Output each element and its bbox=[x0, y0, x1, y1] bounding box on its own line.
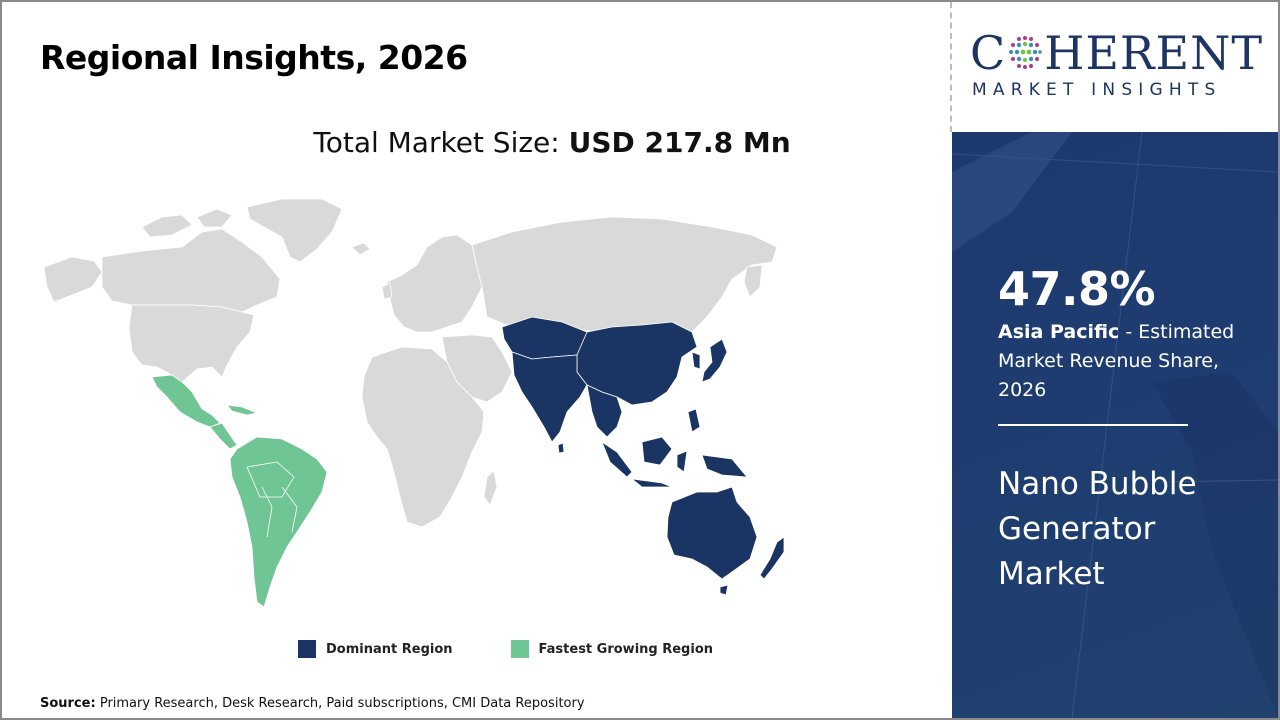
southeast-asia bbox=[586, 384, 623, 438]
south-america bbox=[229, 436, 328, 608]
sri-lanka bbox=[557, 442, 565, 454]
mexico bbox=[151, 374, 221, 428]
caribbean bbox=[226, 404, 259, 416]
dominant-swatch bbox=[298, 640, 316, 658]
share-description-text: - Estimated Market Revenue Share, 2026 bbox=[998, 321, 1235, 401]
panel-divider bbox=[998, 424, 1188, 426]
new-zealand bbox=[759, 536, 785, 580]
sumatra bbox=[601, 440, 633, 478]
australia bbox=[666, 486, 758, 580]
korea bbox=[691, 351, 701, 370]
legend-item-fastest-growing: Fastest Growing Region bbox=[510, 640, 714, 658]
europe bbox=[386, 234, 483, 333]
logo-wordmark: C HERENT bbox=[970, 26, 1264, 80]
fastest-growing-swatch bbox=[510, 640, 529, 658]
legend-label: Dominant Region bbox=[326, 641, 453, 657]
south-asia bbox=[511, 351, 588, 443]
legend-label: Fastest Growing Region bbox=[538, 641, 714, 657]
share-description: Asia Pacific - Estimated Market Revenue … bbox=[998, 318, 1248, 405]
share-percentage: 47.8% bbox=[998, 262, 1156, 316]
content-area: Regional Insights, 2026 Total Market Siz… bbox=[2, 2, 950, 718]
map-texture-decoration bbox=[952, 132, 1278, 718]
map-legend: Dominant Region Fastest Growing Region bbox=[298, 640, 713, 658]
philippines bbox=[687, 408, 701, 433]
africa bbox=[361, 346, 485, 528]
latin-america-region bbox=[151, 374, 328, 608]
world-map bbox=[43, 198, 785, 608]
company-logo: C HERENT MARKET INSIGHTS bbox=[952, 2, 1278, 132]
legend-item-dominant: Dominant Region bbox=[298, 640, 453, 658]
russia bbox=[471, 216, 778, 338]
japan bbox=[701, 338, 728, 383]
java bbox=[630, 478, 673, 488]
borneo bbox=[641, 436, 673, 466]
source-note: Source: Primary Research, Desk Research,… bbox=[40, 696, 585, 711]
source-text: Primary Research, Desk Research, Paid su… bbox=[99, 696, 585, 711]
source-label: Source: bbox=[40, 696, 96, 711]
papua-new-guinea bbox=[701, 454, 748, 478]
base-countries bbox=[43, 198, 778, 528]
asia-pacific-region bbox=[501, 316, 785, 596]
highlight-panel: 47.8% Asia Pacific - Estimated Market Re… bbox=[952, 132, 1278, 718]
market-size-value: USD 217.8 Mn bbox=[568, 126, 791, 159]
canada bbox=[101, 228, 281, 313]
central-america bbox=[209, 422, 238, 450]
page-title: Regional Insights, 2026 bbox=[40, 38, 468, 77]
total-market-size: Total Market Size: USD 217.8 Mn bbox=[2, 126, 1102, 159]
greenland bbox=[246, 198, 343, 263]
sulawesi bbox=[676, 450, 688, 473]
alaska bbox=[43, 256, 103, 303]
market-name: Nano Bubble Generator Market bbox=[998, 466, 1197, 592]
dashed-divider bbox=[950, 2, 952, 132]
tasmania bbox=[719, 584, 729, 596]
region-name: Asia Pacific bbox=[998, 321, 1120, 343]
usa bbox=[128, 304, 255, 383]
market-size-label: Total Market Size: bbox=[313, 126, 560, 159]
logo-tagline: MARKET INSIGHTS bbox=[972, 80, 1222, 100]
globe-dots-icon bbox=[1009, 36, 1043, 69]
